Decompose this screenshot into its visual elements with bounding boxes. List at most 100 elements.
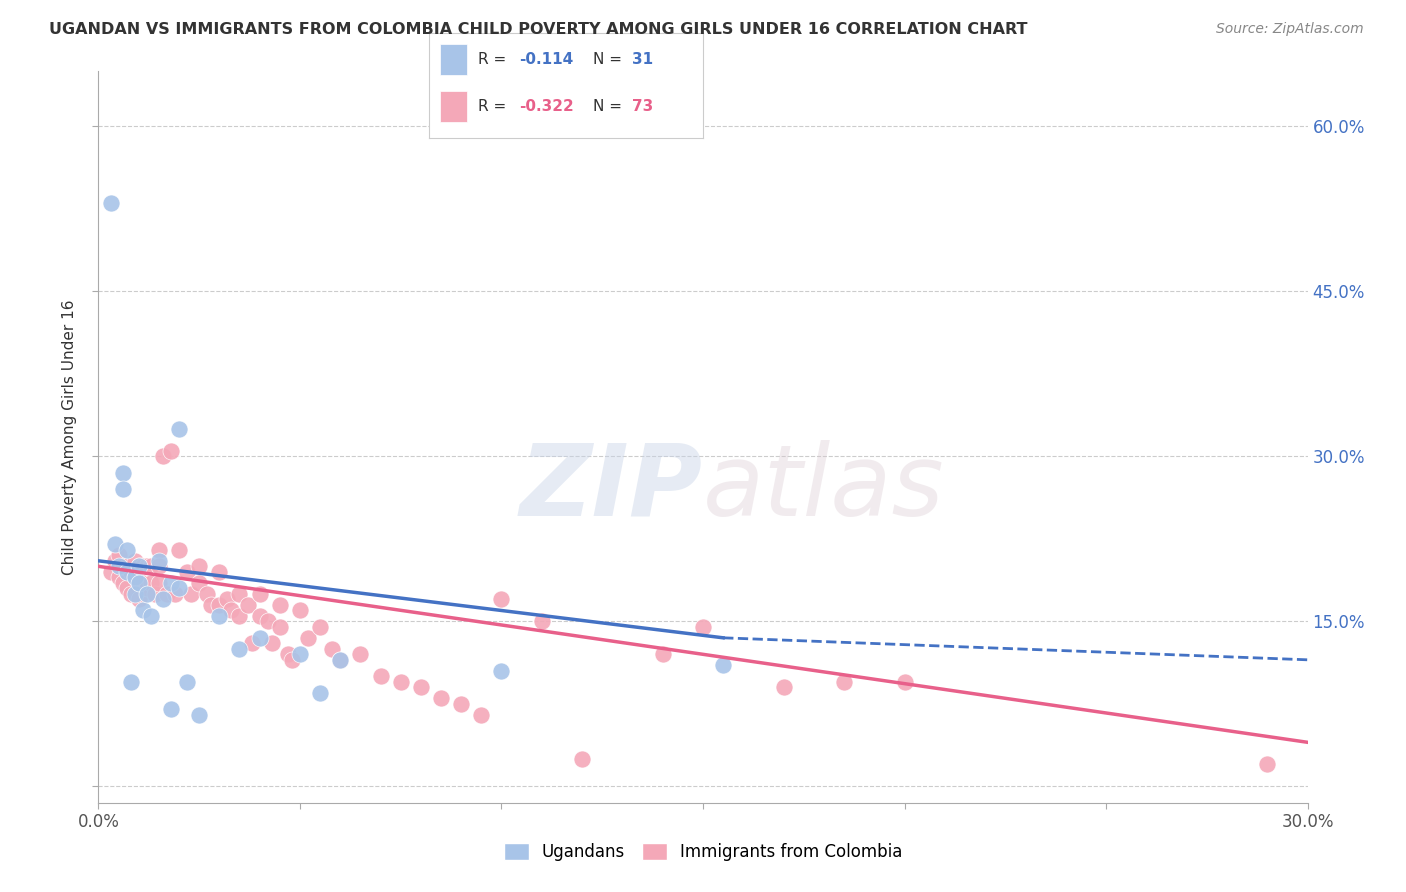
Point (832, 674, 855, 689)
Point (124, 554, 146, 568)
Point (288, 603, 311, 617)
Point (228, 608, 250, 623)
Point (409, 681, 432, 695)
Y-axis label: Child Poverty Among Girls Under 16: Child Poverty Among Girls Under 16 (62, 300, 77, 574)
Point (148, 554, 170, 568)
Point (277, 648, 299, 662)
Point (236, 598, 259, 612)
Point (115, 582, 138, 596)
Point (128, 575, 150, 590)
Point (297, 631, 319, 645)
Text: -0.114: -0.114 (519, 52, 574, 67)
Point (176, 565, 198, 579)
Point (135, 587, 157, 601)
Point (711, 658, 734, 673)
Point (103, 554, 125, 568)
Point (281, 653, 304, 667)
Text: -0.322: -0.322 (519, 99, 574, 114)
Point (115, 559, 138, 574)
Point (180, 587, 202, 601)
Point (188, 707, 211, 722)
Text: UGANDAN VS IMMIGRANTS FROM COLOMBIA CHILD POVERTY AMONG GIRLS UNDER 16 CORRELATI: UGANDAN VS IMMIGRANTS FROM COLOMBIA CHIL… (49, 22, 1028, 37)
Point (772, 681, 794, 695)
Point (195, 587, 218, 601)
Point (128, 559, 150, 574)
Point (893, 674, 915, 689)
Point (103, 537, 125, 551)
Point (217, 592, 239, 607)
Point (349, 648, 371, 662)
Point (135, 582, 157, 596)
Point (139, 575, 162, 590)
Point (132, 559, 155, 574)
Point (208, 598, 231, 612)
Point (132, 603, 155, 617)
Point (188, 575, 211, 590)
Point (450, 697, 472, 711)
Point (128, 592, 150, 607)
Text: 31: 31 (631, 52, 652, 67)
Point (139, 608, 162, 623)
Point (167, 582, 190, 596)
Text: N =: N = (593, 52, 627, 67)
Point (167, 422, 190, 436)
Point (100, 196, 122, 211)
Text: R =: R = (478, 52, 512, 67)
Point (249, 587, 271, 601)
Point (470, 707, 492, 722)
Point (176, 674, 198, 689)
Point (329, 653, 352, 667)
Point (128, 559, 150, 574)
Point (128, 575, 150, 590)
Point (143, 587, 166, 601)
Point (188, 559, 211, 574)
Point (148, 559, 170, 574)
Point (389, 674, 412, 689)
Point (208, 565, 231, 579)
Point (148, 575, 170, 590)
Point (329, 653, 352, 667)
Point (571, 752, 593, 766)
Point (200, 598, 222, 612)
Point (111, 559, 134, 574)
Point (256, 615, 278, 629)
Point (107, 559, 129, 574)
Point (124, 570, 146, 584)
Point (430, 691, 453, 706)
Point (288, 648, 311, 662)
Point (132, 575, 155, 590)
Text: R =: R = (478, 99, 512, 114)
Point (167, 542, 190, 557)
Point (530, 615, 553, 629)
Point (269, 620, 291, 634)
Point (152, 592, 174, 607)
Point (221, 603, 243, 617)
Point (111, 483, 134, 497)
Point (111, 575, 134, 590)
FancyBboxPatch shape (440, 91, 467, 122)
Point (692, 620, 714, 634)
Point (160, 575, 183, 590)
Text: N =: N = (593, 99, 627, 114)
Point (107, 549, 129, 563)
Point (651, 648, 673, 662)
Point (309, 620, 332, 634)
Text: ZIP: ZIP (520, 440, 703, 537)
Point (139, 559, 162, 574)
Point (120, 674, 142, 689)
Point (260, 636, 283, 650)
Point (124, 587, 146, 601)
Point (156, 587, 179, 601)
Text: 73: 73 (631, 99, 652, 114)
Point (228, 641, 250, 656)
Point (269, 598, 291, 612)
Point (107, 570, 129, 584)
Point (120, 565, 142, 579)
Point (100, 565, 122, 579)
Point (228, 587, 250, 601)
Point (491, 592, 513, 607)
Point (111, 466, 134, 480)
FancyBboxPatch shape (440, 44, 467, 75)
Text: atlas: atlas (703, 440, 945, 537)
Point (321, 641, 343, 656)
